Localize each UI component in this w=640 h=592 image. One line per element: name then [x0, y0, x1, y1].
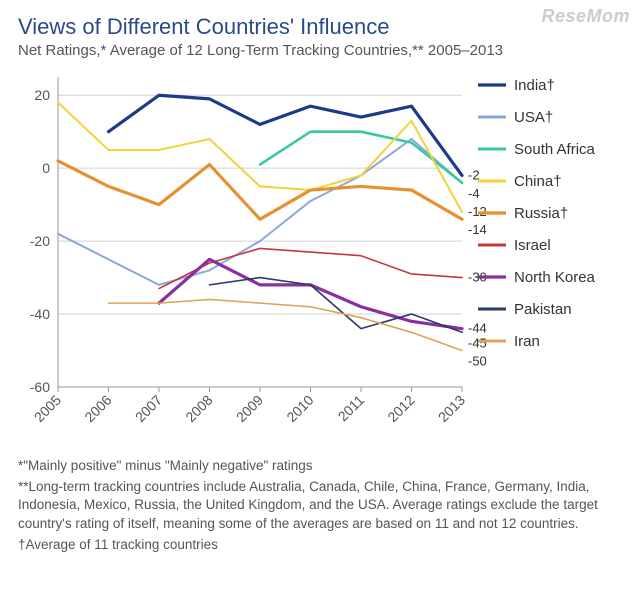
- svg-text:-60: -60: [30, 379, 50, 395]
- svg-text:-50: -50: [468, 354, 487, 369]
- svg-text:2012: 2012: [384, 392, 417, 425]
- footnote-1: *"Mainly positive" minus "Mainly negativ…: [18, 457, 622, 475]
- footnote-3: †Average of 11 tracking countries: [18, 536, 622, 554]
- svg-text:2013: 2013: [435, 392, 468, 425]
- svg-text:20: 20: [34, 87, 50, 103]
- watermark: ReseMom: [541, 6, 630, 27]
- svg-text:-2: -2: [468, 167, 480, 182]
- svg-text:-4: -4: [468, 186, 480, 201]
- svg-text:2011: 2011: [335, 392, 368, 425]
- svg-text:India†: India†: [514, 77, 555, 94]
- svg-text:Iran: Iran: [514, 333, 540, 350]
- chart-title: Views of Different Countries' Influence: [18, 14, 622, 40]
- svg-text:Israel: Israel: [514, 237, 551, 254]
- svg-text:0: 0: [42, 160, 50, 176]
- footnote-2: **Long-term tracking countries include A…: [18, 478, 622, 533]
- svg-text:South Africa: South Africa: [514, 141, 596, 158]
- svg-text:2009: 2009: [233, 392, 266, 425]
- svg-text:North Korea: North Korea: [514, 269, 596, 286]
- svg-text:China†: China†: [514, 173, 562, 190]
- svg-text:2005: 2005: [31, 392, 64, 425]
- svg-text:-20: -20: [30, 233, 50, 249]
- svg-text:2007: 2007: [132, 392, 165, 425]
- svg-text:USA†: USA†: [514, 109, 553, 126]
- svg-text:2006: 2006: [81, 392, 114, 425]
- svg-text:Russia†: Russia†: [514, 205, 568, 222]
- svg-text:Pakistan: Pakistan: [514, 301, 572, 318]
- svg-text:-40: -40: [30, 306, 50, 322]
- svg-text:2010: 2010: [283, 392, 316, 425]
- svg-text:-14: -14: [468, 222, 487, 237]
- footnotes: *"Mainly positive" minus "Mainly negativ…: [18, 457, 622, 554]
- svg-text:-45: -45: [468, 335, 487, 350]
- line-chart: -60 -40 -20 0 20 2005 2006 2007 2008 2009 2010 2011…: [18, 67, 622, 447]
- svg-text:2008: 2008: [182, 392, 215, 425]
- svg-text:-44: -44: [468, 321, 487, 336]
- chart-subtitle: Net Ratings,* Average of 12 Long-Term Tr…: [18, 42, 622, 59]
